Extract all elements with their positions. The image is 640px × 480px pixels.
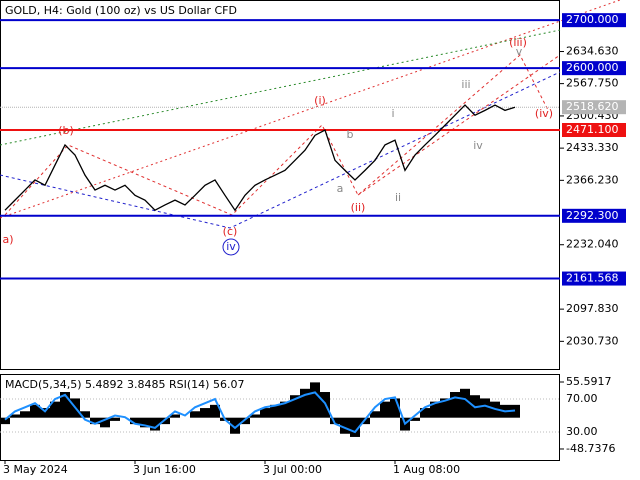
macd-bar [280, 401, 290, 418]
trend-line [0, 29, 561, 146]
wave-label: iv [226, 240, 236, 253]
macd-bar [60, 392, 70, 418]
level-label: 2292.300 [566, 209, 619, 222]
wave-label: (c) [223, 225, 238, 238]
macd-bar [190, 411, 200, 418]
level-label: 2600.000 [566, 61, 619, 74]
current-price-box [562, 100, 626, 115]
wave-label: a) [2, 233, 13, 246]
macd-bar [110, 417, 120, 421]
wave-label: v [516, 45, 523, 58]
wave-label: a [337, 182, 344, 195]
macd-bar [350, 417, 360, 437]
macd-bar [230, 417, 240, 434]
chart-title: GOLD, H4: Gold (100 oz) vs US Dollar CFD [5, 4, 237, 17]
macd-bar [480, 398, 490, 418]
price-line [4, 104, 516, 212]
level-box [562, 271, 626, 286]
y-tick-label: 2634.630 [566, 45, 619, 58]
macd-bar [250, 414, 260, 418]
rsi-line [4, 391, 516, 434]
y2-tick-label: -48.7376 [566, 442, 615, 455]
macd-bar [300, 388, 310, 418]
macd-bar [410, 417, 420, 421]
macd-bar [140, 417, 150, 428]
wave-label: (iv) [535, 107, 553, 120]
level-box [562, 123, 626, 138]
trend-line [357, 54, 561, 196]
level-box [562, 61, 626, 76]
current-price-label: 2518.620 [566, 100, 619, 113]
macd-bar [260, 408, 270, 418]
wave-label: (b) [58, 124, 74, 137]
macd-bar [10, 414, 20, 418]
macd-bar [440, 398, 450, 418]
y-tick-label: 30.00 [566, 425, 598, 438]
macd-bar [390, 398, 400, 418]
wave-label: iii [461, 78, 470, 91]
wave-label: ii [395, 191, 401, 204]
wave-label: (ii) [351, 201, 366, 214]
y-tick-label: 2232.040 [566, 238, 619, 251]
x-tick-label: 3 May 2024 [3, 463, 68, 476]
x-tick-label: 3 Jun 16:00 [133, 463, 196, 476]
level-label: 2700.000 [566, 13, 619, 26]
macd-bar [330, 417, 340, 425]
macd-bar [40, 408, 50, 418]
trend-line [0, 0, 621, 219]
level-label: 2161.568 [566, 272, 619, 285]
y-tick-label: 2366.230 [566, 173, 619, 186]
macd-bar [310, 382, 320, 418]
level-box [562, 208, 626, 223]
y2-tick-label: 55.5917 [566, 375, 612, 388]
macd-bar [0, 417, 10, 425]
macd-bar [50, 401, 60, 418]
y-tick-label: 70.00 [566, 392, 598, 405]
macd-bar [170, 414, 180, 418]
macd-bar [150, 417, 160, 431]
macd-bar [200, 408, 210, 418]
wave-label: (iii) [509, 36, 527, 49]
level-label: 2471.100 [566, 123, 619, 136]
trend-line [0, 71, 561, 229]
macd-bar [290, 395, 300, 418]
wave-circle [222, 238, 240, 256]
macd-bar [450, 392, 460, 418]
x-tick-label: 3 Jul 00:00 [263, 463, 322, 476]
macd-bar [430, 401, 440, 418]
wave-label: b [347, 128, 354, 141]
macd-bar [420, 408, 430, 418]
macd-bar [380, 401, 390, 418]
macd-bar [340, 417, 350, 434]
y-tick-label: 2030.730 [566, 334, 619, 347]
macd-pane [0, 374, 560, 461]
macd-bar [100, 417, 110, 428]
main-pane [0, 0, 560, 370]
wave-label: i [391, 107, 394, 120]
y-tick-label: 2433.330 [566, 141, 619, 154]
macd-bar [270, 404, 280, 418]
wave-label: iv [473, 139, 483, 152]
wave-label: (i) [314, 94, 326, 107]
y-tick-label: 2567.750 [566, 77, 619, 90]
level-box [562, 13, 626, 28]
indicator-title: MACD(5,34,5) 5.4892 3.8485 RSI(14) 56.07 [5, 378, 244, 391]
macd-bar [30, 404, 40, 418]
macd-bar [80, 411, 90, 418]
x-tick-label: 1 Aug 08:00 [393, 463, 460, 476]
wave-path [4, 54, 549, 216]
y-tick-label: 2097.830 [566, 302, 619, 315]
macd-bar [130, 417, 140, 425]
macd-bar [210, 404, 220, 418]
trend-lines [0, 0, 621, 229]
macd-bar [90, 417, 100, 425]
macd-bar [20, 411, 30, 418]
macd-bar [370, 411, 380, 418]
macd-bar [460, 388, 470, 418]
